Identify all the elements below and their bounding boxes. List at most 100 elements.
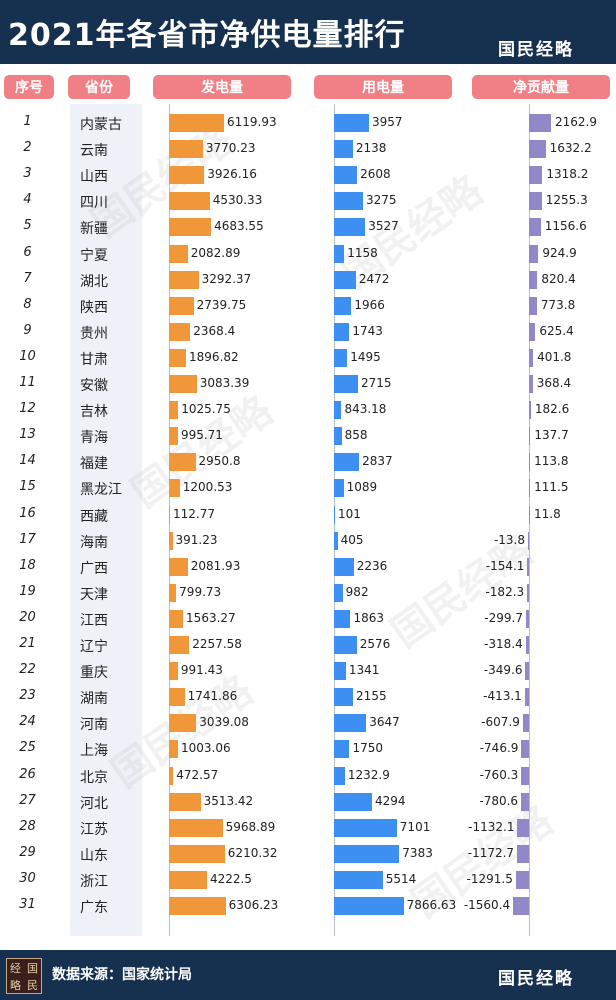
table-row: 20 江西 1563.27 1863 -299.7	[0, 606, 616, 632]
generation-value-label: 2950.8	[198, 454, 241, 469]
province-label: 广东	[80, 900, 108, 916]
consumption-bar	[334, 583, 343, 602]
province-label: 黑龙江	[80, 482, 122, 499]
consumption-bar	[334, 270, 356, 289]
generation-bar	[169, 636, 190, 654]
province-label: 吉林	[80, 404, 108, 421]
table-row: 13 青海 995.71 858 137.7	[0, 423, 616, 449]
generation-value-label: 3039.08	[199, 715, 249, 730]
net-contribution-bar	[529, 244, 539, 263]
consumption-bar	[334, 192, 363, 211]
consumption-value-label: 3957	[372, 115, 403, 129]
consumption-bar	[334, 844, 400, 863]
generation-value-label: 6210.32	[227, 845, 278, 860]
rank-label: 14	[19, 453, 36, 469]
rank-label: 31	[19, 897, 36, 912]
net-contribution-bar	[517, 844, 529, 863]
province-label: 云南	[80, 143, 108, 160]
net-value-label: -13.8	[493, 532, 525, 547]
page-title: 2021年各省市净供电量排行	[8, 18, 406, 53]
consumption-value-label: 843.18	[344, 402, 387, 417]
consumption-value-label: 1863	[353, 610, 385, 625]
consumption-value-label: 1750	[352, 741, 384, 756]
province-label: 陕西	[80, 299, 108, 316]
consumption-value-label: 1341	[348, 663, 380, 678]
net-contribution-bar	[521, 740, 529, 759]
province-label: 河南	[80, 717, 108, 734]
generation-bar	[169, 740, 178, 759]
generation-bar	[169, 844, 225, 863]
generation-bar	[169, 479, 180, 498]
table-row: 6 宁夏 2082.89 1158 924.9	[0, 241, 616, 267]
net-value-label: -760.3	[479, 767, 519, 782]
generation-value-label: 1025.75	[181, 402, 231, 417]
table-row: 28 江苏 5968.89 7101 -1132.1	[0, 815, 616, 841]
net-value-label: 111.5	[534, 480, 569, 495]
consumption-bar	[334, 218, 366, 237]
generation-value-label: 1003.06	[181, 741, 231, 756]
net-value-label: 820.4	[541, 271, 576, 286]
consumption-bar	[334, 479, 344, 498]
consumption-value-label: 1743	[352, 323, 383, 338]
consumption-bar	[334, 453, 360, 472]
generation-bar	[169, 714, 197, 733]
seal-logo-char: 经	[10, 961, 21, 975]
consumption-value-label: 2715	[361, 376, 392, 390]
seal-logo: 经 国 略 民	[6, 958, 42, 994]
table-row: 1 内蒙古 6119.93 3957 2162.9	[0, 110, 616, 136]
province-column-bg	[70, 104, 142, 936]
generation-value-label: 3292.37	[201, 271, 252, 286]
net-contribution-bar	[524, 688, 529, 707]
province-label: 安徽	[80, 378, 108, 394]
column-header-net: 净贡献量	[472, 75, 610, 99]
generation-bar	[169, 427, 178, 446]
consumption-bar	[334, 244, 345, 263]
rank-label: 26	[19, 766, 36, 782]
rank-label: 29	[19, 844, 36, 860]
province-label: 江苏	[80, 821, 108, 838]
province-label: 上海	[80, 743, 108, 760]
consumption-bar	[334, 166, 358, 185]
net-contribution-bar	[521, 792, 529, 811]
rank-label: 4	[23, 192, 32, 208]
table-row: 2 云南 3770.23 2138 1632.2	[0, 136, 616, 162]
table-row: 22 重庆 991.43 1341 -349.6	[0, 658, 616, 684]
generation-bar	[169, 609, 184, 628]
province-label: 湖南	[80, 691, 108, 708]
rank-label: 12	[19, 401, 36, 417]
generation-value-label: 6306.23	[228, 898, 279, 912]
consumption-bar	[334, 714, 367, 733]
consumption-value-label: 982	[345, 584, 369, 599]
table-row: 10 甘肃 1896.82 1495 401.8	[0, 345, 616, 371]
table-row: 18 广西 2081.93 2236 -154.1	[0, 554, 616, 580]
net-contribution-bar	[529, 375, 533, 393]
province-label: 湖北	[80, 273, 108, 290]
net-contribution-bar	[529, 270, 538, 289]
generation-bar	[169, 583, 177, 602]
consumption-value-label: 2608	[360, 167, 391, 182]
generation-bar	[169, 453, 196, 472]
consumption-bar	[334, 897, 404, 915]
table-row: 5 新疆 4683.55 3527 1156.6	[0, 214, 616, 240]
net-value-label: -154.1	[485, 558, 525, 573]
table-row: 4 四川 4530.33 3275 1255.3	[0, 188, 616, 214]
column-header-province: 省份	[68, 75, 130, 99]
generation-bar	[169, 218, 212, 237]
net-contribution-bar	[529, 166, 543, 185]
net-contribution-bar	[529, 401, 531, 420]
net-contribution-bar	[529, 427, 531, 446]
consumption-value-label: 3275	[365, 193, 397, 208]
net-contribution-bar	[529, 114, 551, 132]
consumption-value-label: 7383	[402, 845, 433, 860]
province-label: 辽宁	[80, 639, 108, 655]
generation-value-label: 2368.4	[193, 323, 236, 338]
seal-logo-char: 略	[10, 978, 21, 992]
rank-label: 2	[23, 140, 32, 156]
consumption-value-label: 7101	[399, 819, 431, 834]
generation-bar	[169, 870, 207, 889]
seal-logo-char: 民	[27, 978, 38, 992]
net-value-label: -1132.1	[468, 819, 515, 834]
seal-logo-char: 国	[27, 961, 38, 975]
province-label: 山西	[80, 169, 108, 186]
consumption-bar	[334, 766, 345, 785]
